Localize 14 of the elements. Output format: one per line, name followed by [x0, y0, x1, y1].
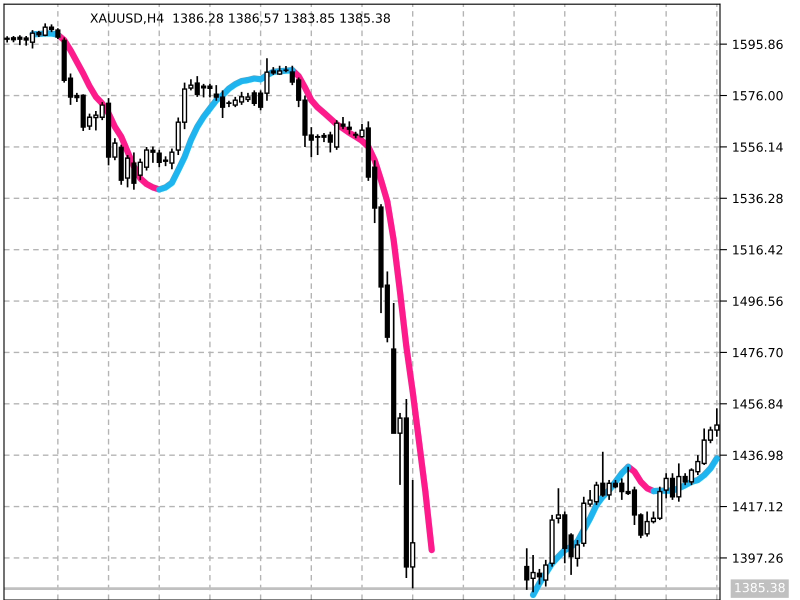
y-tick-label: 1397.26	[733, 553, 783, 563]
y-tick-label: 1576.00	[733, 90, 783, 100]
ref-line-label: 1385.38	[735, 582, 785, 592]
y-tick-label: 1476.70	[733, 348, 783, 358]
candlestick	[346, 120, 352, 136]
text: XAUUSD,H4 1386.28 1386.57 1383.85 1385.38	[90, 13, 390, 24]
y-tick-label: 1516.42	[733, 245, 782, 255]
y-tick-label: 1556.14	[733, 142, 783, 152]
y-tick-label: 1417.12	[733, 502, 782, 512]
y-tick-label: 1496.56	[733, 296, 783, 306]
y-tick-label: 1436.98	[733, 450, 783, 460]
y-tick-label: 1456.84	[733, 399, 783, 409]
y-tick-label: 1536.28	[733, 194, 783, 204]
y-tick-label: 1595.86	[733, 40, 783, 50]
